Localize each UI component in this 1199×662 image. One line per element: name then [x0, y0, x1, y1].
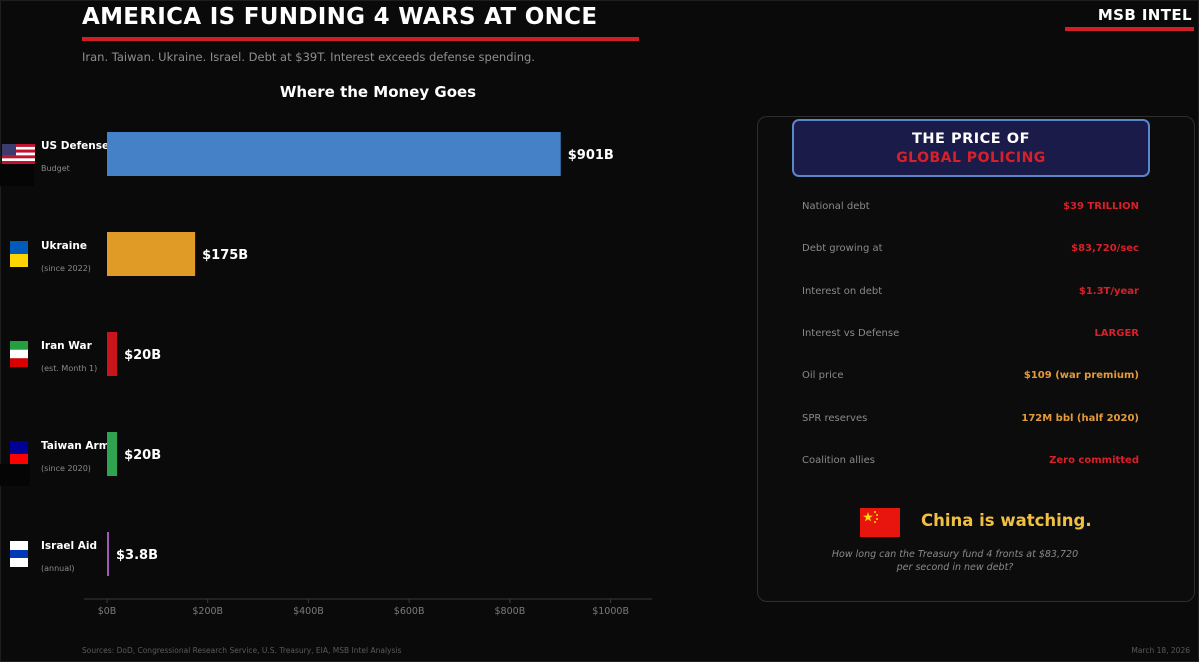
stat-value: Zero committed [1049, 454, 1139, 466]
stat-label: Coalition allies [802, 454, 875, 466]
bar-value-label: $175B [202, 248, 248, 263]
x-tick-label: $1000B [592, 606, 629, 617]
stat-value: 172M bbl (half 2020) [1021, 412, 1139, 424]
category-sublabel: (annual) [41, 564, 74, 573]
stat-value: LARGER [1094, 327, 1139, 339]
brand-underline [1065, 27, 1194, 31]
bar [107, 232, 196, 276]
panel-header: THE PRICE OF GLOBAL POLICING [792, 119, 1150, 177]
x-tick-label: $600B [394, 606, 425, 617]
category-label: US Defense [41, 140, 109, 152]
page-title: AMERICA IS FUNDING 4 WARS AT ONCE [82, 4, 598, 30]
sources-footer: Sources: DoD, Congressional Research Ser… [82, 646, 402, 655]
bar-value-label: $20B [124, 448, 161, 463]
ukraine-flag-icon [10, 241, 28, 267]
date-footer: March 18, 2026 [1131, 646, 1190, 655]
stat-value: $83,720/sec [1071, 243, 1139, 255]
bar [107, 532, 109, 576]
category-sublabel: (est. Month 1) [41, 364, 97, 373]
bar [107, 132, 561, 176]
stat-value: $109 (war premium) [1023, 370, 1139, 382]
page-subtitle: Iran. Taiwan. Ukraine. Israel. Debt at $… [82, 50, 535, 64]
taiwan-flag-icon [0, 441, 30, 486]
chart-title: Where the Money Goes [279, 83, 477, 101]
stat-value: $39 TRILLION [1063, 201, 1139, 212]
category-sublabel: (since 2022) [41, 264, 91, 273]
stat-label: Debt growing at [802, 243, 883, 255]
stat-label: Interest on debt [802, 285, 883, 297]
brand-logo: MSB INTEL [1097, 6, 1192, 24]
stat-label: Oil price [802, 370, 844, 382]
category-label: Israel Aid [41, 540, 97, 552]
us-flag-icon [0, 144, 35, 186]
category-label: Iran War [41, 340, 93, 352]
bar [107, 432, 118, 476]
category-sublabel: Budget [41, 164, 70, 173]
closing-question: How long can the Treasury fund 4 fronts … [831, 549, 1079, 573]
stat-label: SPR reserves [802, 412, 868, 424]
x-tick-label: $400B [293, 606, 324, 617]
panel-title-line1: THE PRICE OF [912, 131, 1030, 147]
stat-label: Interest vs Defense [802, 327, 900, 339]
title-underline [82, 37, 639, 41]
x-tick-label: $0B [98, 606, 117, 617]
bar [107, 332, 118, 376]
category-label: Ukraine [41, 240, 87, 252]
stat-value: $1.3T/year [1078, 285, 1139, 297]
bar-value-label: $20B [124, 348, 161, 363]
china-flag-icon [860, 508, 900, 537]
israel-flag-icon [10, 541, 28, 567]
iran-flag-icon [10, 341, 28, 367]
panel-title-line2: GLOBAL POLICING [896, 150, 1046, 166]
x-tick-label: $200B [192, 606, 223, 617]
price-panel [757, 116, 1195, 602]
stat-label: National debt [802, 201, 870, 212]
bar-value-label: $901B [568, 148, 614, 163]
category-sublabel: (since 2020) [41, 464, 91, 473]
category-label: Taiwan Arm [41, 440, 110, 452]
bar-chart: US Defense Budget $901B Ukraine (since 2022)… [0, 132, 652, 617]
x-tick-label: $800B [495, 606, 526, 617]
bar-value-label: $3.8B [116, 548, 158, 563]
china-watching-text: China is watching. [921, 511, 1092, 530]
